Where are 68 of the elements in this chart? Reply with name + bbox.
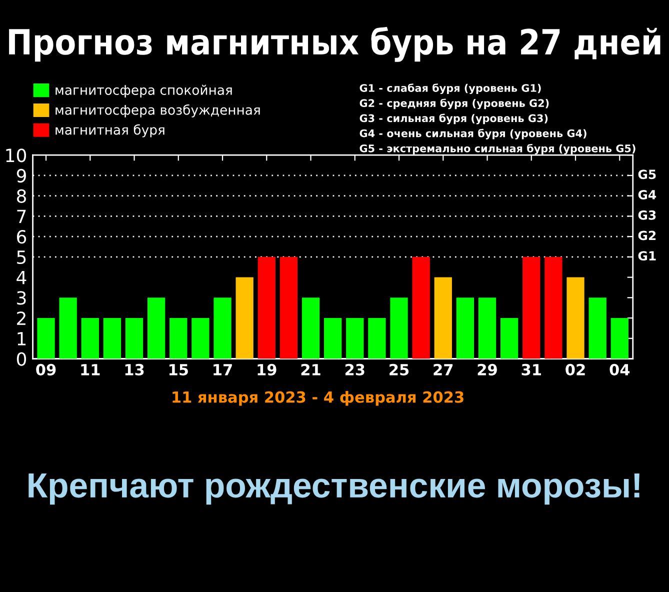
y-tick-label: 0 — [16, 352, 26, 366]
legend-label: магнитная буря — [56, 124, 164, 138]
bar — [500, 318, 518, 359]
bar — [214, 298, 232, 359]
x-tick-label: 17 — [214, 364, 232, 376]
x-tick-label: 04 — [610, 364, 630, 376]
bar — [170, 318, 188, 359]
text: G3 - сильная буря (уровень G3) — [360, 114, 548, 124]
bar — [37, 318, 55, 359]
ref-line-label: G3 — [638, 210, 656, 220]
bar — [148, 298, 166, 359]
y-tick-label: 10 — [6, 148, 26, 162]
x-tick-label: 13 — [125, 364, 144, 376]
y-tick-label: 9 — [16, 168, 26, 183]
y-tick-label: 3 — [17, 291, 26, 305]
bar — [280, 256, 298, 359]
legend-label: магнитосфера возбужденная — [56, 104, 260, 118]
x-tick-label: 27 — [434, 364, 453, 376]
bar — [81, 318, 99, 359]
legend-label: магнитосфера спокойная — [56, 84, 232, 98]
bar — [258, 256, 276, 359]
bar — [544, 256, 562, 359]
x-tick-label: 21 — [301, 364, 320, 376]
bar — [390, 298, 408, 359]
bar — [588, 298, 606, 359]
bar — [59, 298, 77, 359]
bar — [412, 256, 430, 359]
text: G5 - экстремально сильная буря (уровень G5) — [360, 144, 636, 154]
ref-line-label: G4 — [638, 190, 656, 200]
text: G2 - средняя буря (уровень G2) — [360, 98, 549, 110]
y-tick-label: 7 — [17, 210, 26, 224]
x-tick-label: 31 — [522, 364, 541, 376]
text: 11 января 2023 - 4 февраля 2023 — [172, 391, 464, 406]
bar — [302, 298, 320, 359]
bar — [566, 277, 584, 359]
chart-title: Прогноз магнитных бурь на 27 дней — [9, 26, 660, 62]
y-tick-label: 4 — [16, 270, 26, 284]
y-tick-label: 8 — [16, 189, 26, 203]
text: G4 - очень сильная буря (уровень G4) — [360, 128, 586, 140]
bar — [478, 298, 496, 359]
bar — [368, 318, 386, 359]
bar — [192, 318, 210, 359]
x-tick-label: 23 — [345, 364, 364, 376]
bar — [236, 277, 254, 359]
x-tick-label: 02 — [566, 364, 585, 376]
text: Крепчают рождественские морозы! — [28, 473, 640, 505]
text: G1 - слабая буря (уровень G1) — [360, 84, 541, 94]
x-tick-label: 19 — [258, 364, 276, 376]
bar — [346, 318, 364, 359]
bar — [125, 318, 144, 359]
y-tick-label: 6 — [17, 230, 26, 244]
x-tick-label: 11 — [81, 364, 100, 376]
y-tick-label: 2 — [17, 311, 26, 325]
x-tick-label: 15 — [169, 364, 188, 376]
y-tick-label: 5 — [17, 250, 26, 264]
y-tick-label: 1 — [18, 332, 26, 346]
x-tick-label: 09 — [36, 364, 56, 376]
bar — [610, 318, 628, 359]
ref-line-label: G1 — [638, 251, 656, 261]
bar — [103, 318, 122, 359]
bar — [434, 277, 452, 359]
bar — [522, 256, 540, 359]
bar — [456, 298, 474, 359]
bar — [324, 318, 342, 359]
ref-line-label: G5 — [638, 170, 656, 180]
x-tick-label: 29 — [478, 364, 497, 376]
ref-line-label: G2 — [638, 230, 656, 240]
x-tick-label: 25 — [390, 364, 409, 376]
